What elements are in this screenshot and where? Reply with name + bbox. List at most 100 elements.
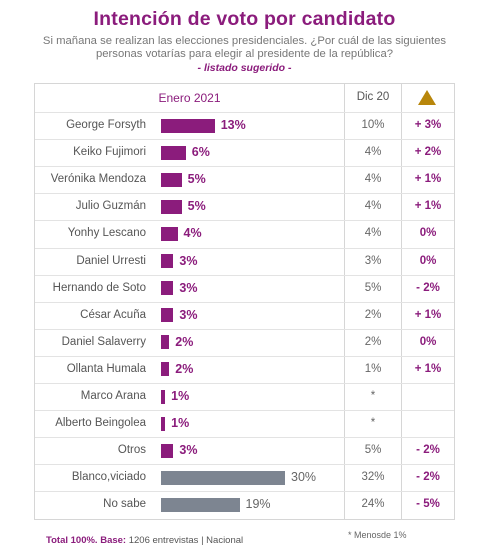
- footer-base-text: 1206 entrevistas | Nacional: [128, 535, 244, 546]
- row-separator: [35, 301, 454, 303]
- bar: [161, 254, 174, 268]
- bar-value-label: 13%: [220, 118, 246, 132]
- bar: [161, 118, 215, 133]
- bar-value-label: 4%: [183, 226, 202, 241]
- bar: [161, 497, 240, 512]
- previous-value: *: [370, 417, 376, 430]
- change-value: + 1%: [414, 308, 442, 321]
- change-value: [402, 383, 454, 410]
- change-value: - 2%: [416, 281, 440, 294]
- bar-value-label: 30%: [291, 470, 317, 485]
- subtitle-line-2: personas votarías para elegir al preside…: [95, 48, 394, 60]
- change-value: [402, 410, 454, 437]
- bar-value-label: 1%: [171, 416, 190, 431]
- row-separator: [35, 410, 454, 412]
- row-separator: [35, 355, 454, 357]
- row-label: Alberto Beingolea: [55, 417, 146, 430]
- previous-value: 4%: [364, 227, 382, 240]
- row-separator: [35, 247, 454, 249]
- row-label: Daniel Urresti: [76, 254, 146, 267]
- row-separator: [35, 166, 454, 168]
- previous-value: 5%: [364, 444, 382, 457]
- subtitle-line-1: Si mañana se realizan las elecciones pre…: [42, 35, 447, 47]
- bar: [161, 172, 182, 187]
- previous-value: 4%: [364, 173, 382, 186]
- bar-value-label: 6%: [191, 145, 210, 160]
- bar-value-label: 2%: [175, 334, 194, 349]
- row-label: Hernando de Soto: [52, 281, 146, 294]
- bar-value-label: 1%: [171, 389, 190, 403]
- change-value: + 3%: [414, 119, 442, 131]
- row-separator: [35, 220, 454, 222]
- previous-value: 2%: [364, 335, 382, 348]
- change-value: - 2%: [416, 444, 440, 457]
- change-value: 0%: [419, 254, 437, 267]
- row-separator: [35, 383, 454, 384]
- previous-value: *: [370, 390, 376, 402]
- previous-value: 2%: [364, 308, 382, 321]
- row-separator: [35, 437, 454, 439]
- triangle-delta-icon: [418, 90, 436, 105]
- row-separator: [35, 193, 454, 195]
- suggested-list-note: - listado sugerido -: [197, 62, 292, 74]
- bar-value-label: 3%: [179, 253, 198, 268]
- row-label: Ollanta Humala: [66, 362, 146, 375]
- row-label: Verónika Mendoza: [50, 173, 146, 186]
- bar-value-label: 5%: [187, 199, 206, 214]
- header-previous-period: Dic 20: [356, 91, 390, 103]
- row-label: Otros: [117, 444, 146, 457]
- bar: [161, 226, 178, 241]
- bar: [161, 145, 186, 160]
- row-separator: [35, 274, 454, 276]
- row-separator: [35, 464, 454, 466]
- footer-total-label: Total 100%. Base:: [46, 535, 127, 546]
- bar: [161, 416, 166, 431]
- bar: [161, 362, 170, 377]
- previous-value: 10%: [361, 119, 385, 131]
- row-label: César Acuña: [80, 308, 146, 321]
- footer-note: * Menosde 1%: [348, 530, 407, 540]
- header-separator: [35, 112, 454, 113]
- bar: [161, 199, 182, 214]
- change-value: + 1%: [414, 200, 442, 213]
- row-label: Blanco,viciado: [71, 471, 146, 484]
- bar-value-label: 19%: [245, 497, 271, 512]
- row-label: George Forsyth: [66, 119, 146, 131]
- bar-value-label: 3%: [179, 307, 198, 322]
- previous-value: 1%: [364, 362, 382, 375]
- row-label: Marco Arana: [80, 390, 146, 402]
- previous-value: 4%: [364, 200, 382, 213]
- bar: [161, 308, 174, 323]
- column-divider-previous: [401, 83, 402, 520]
- previous-value: 5%: [364, 281, 382, 294]
- previous-value: 3%: [364, 254, 382, 267]
- previous-value: 4%: [364, 146, 382, 159]
- chart-title: Intención de voto por candidato: [93, 8, 396, 30]
- previous-value: 24%: [361, 498, 385, 511]
- row-label: No sabe: [103, 498, 146, 511]
- row-label: Keiko Fujimori: [73, 146, 146, 159]
- previous-value: 32%: [361, 471, 385, 484]
- bar: [161, 281, 174, 296]
- bar-value-label: 5%: [187, 172, 206, 187]
- change-value: + 2%: [414, 146, 442, 159]
- row-separator: [35, 139, 454, 141]
- column-divider-current: [344, 83, 345, 520]
- chart-subtitle: Si mañana se realizan las elecciones pre…: [20, 35, 469, 61]
- bar-value-label: 3%: [179, 280, 198, 295]
- header-current-period: Enero 2021: [158, 91, 221, 105]
- row-label: Julio Guzmán: [75, 200, 146, 213]
- change-value: - 5%: [416, 498, 440, 511]
- bar: [161, 443, 174, 458]
- bar: [161, 470, 285, 485]
- footer-base: Total 100%. Base: 1206 entrevistas | Nac…: [46, 535, 243, 546]
- row-label: Daniel Salaverry: [61, 335, 146, 348]
- bar-value-label: 3%: [179, 443, 198, 458]
- change-value: 0%: [419, 335, 437, 348]
- bar: [161, 335, 170, 350]
- bar-value-label: 2%: [175, 361, 194, 376]
- change-value: 0%: [419, 227, 437, 240]
- results-table: [34, 83, 455, 520]
- change-value: + 1%: [414, 173, 442, 186]
- row-separator: [35, 491, 454, 493]
